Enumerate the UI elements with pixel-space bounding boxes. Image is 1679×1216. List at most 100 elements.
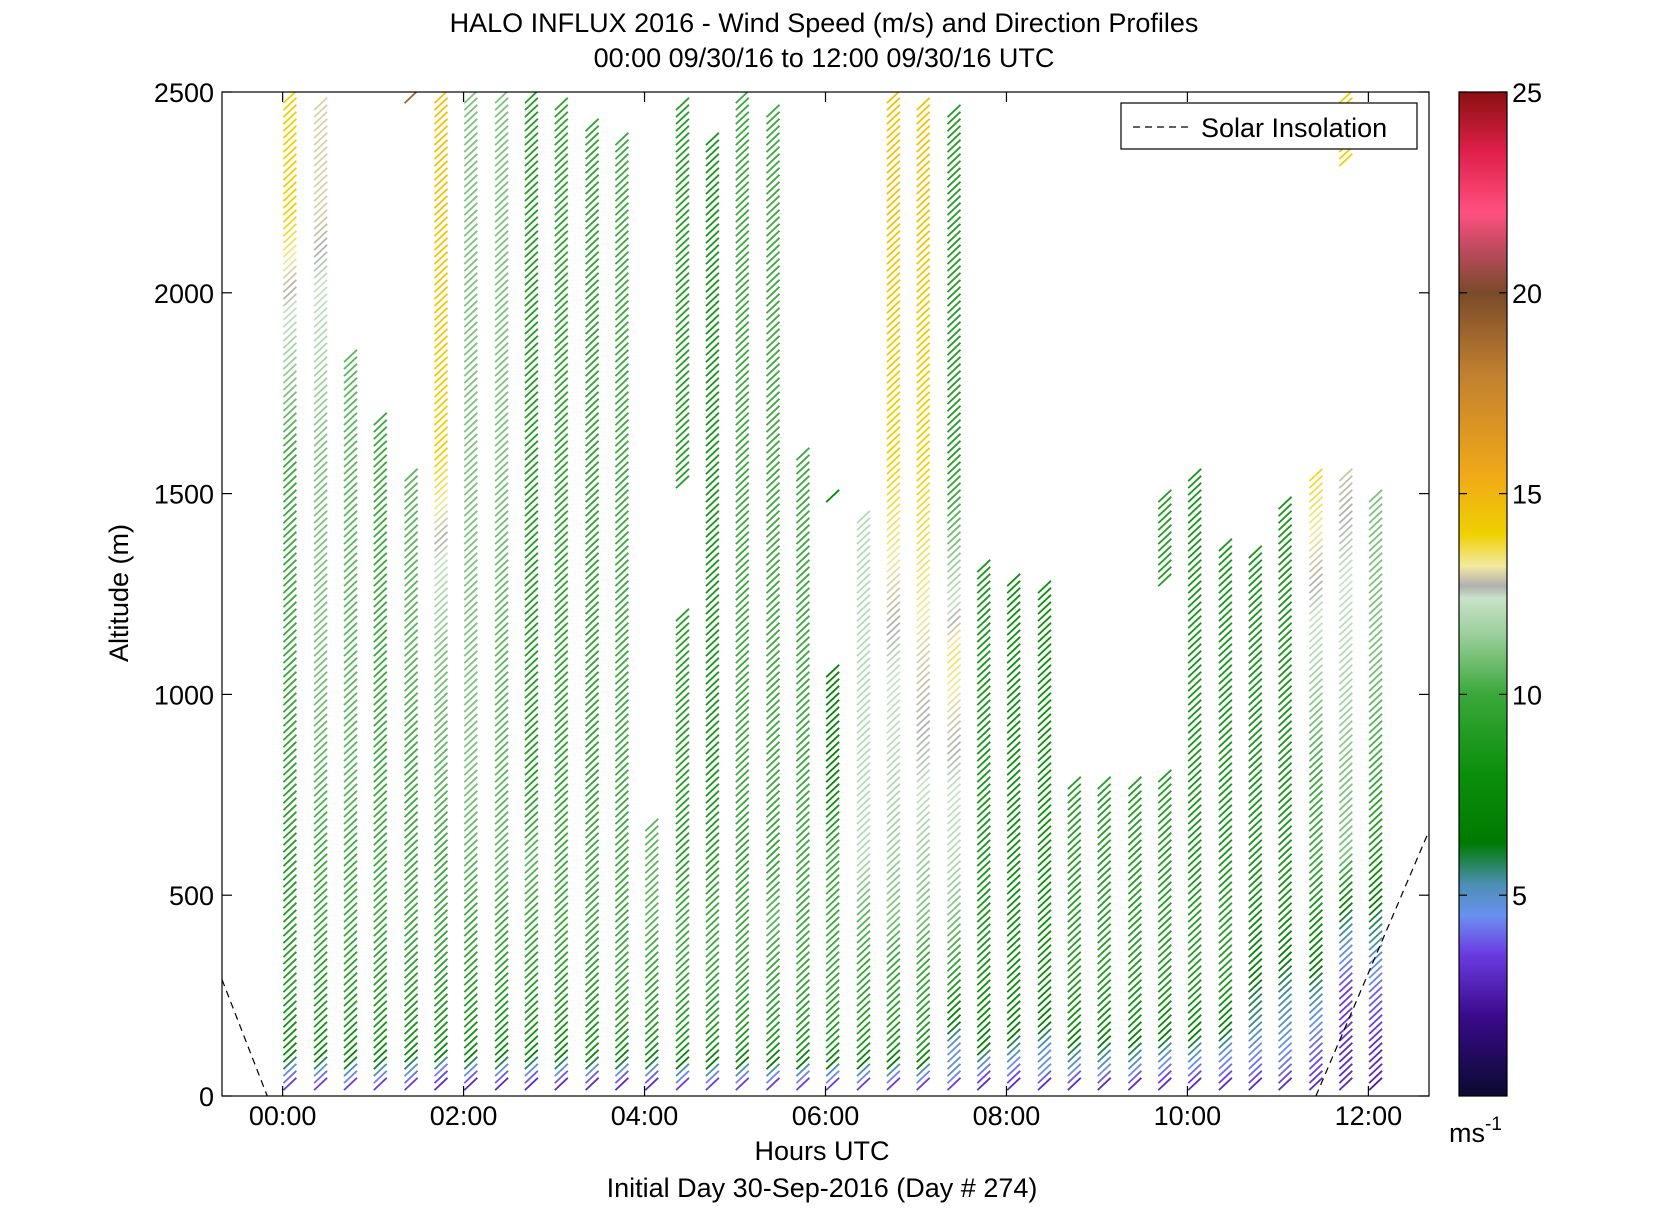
x-tick-label: 02:00 — [430, 1101, 498, 1131]
wind-barb — [313, 426, 328, 440]
wind-barb — [1248, 993, 1263, 1007]
wind-barb — [886, 286, 901, 300]
wind-barb — [282, 839, 298, 853]
wind-barb — [584, 643, 600, 657]
wind-barb — [1006, 629, 1021, 643]
wind-barb — [946, 699, 962, 713]
wind-barb — [1157, 1063, 1172, 1077]
wind-barb — [1277, 825, 1293, 839]
wind-barb — [735, 209, 750, 223]
wind-barb — [946, 405, 962, 419]
wind-barb — [886, 839, 901, 853]
wind-barb — [916, 573, 931, 587]
wind-barb — [825, 888, 840, 902]
wind-barb — [765, 832, 781, 846]
wind-barb — [282, 853, 298, 867]
wind-barb — [705, 440, 720, 454]
wind-barb — [282, 993, 298, 1007]
x-tick-label: 00:00 — [249, 1101, 317, 1131]
wind-barb — [1218, 699, 1233, 713]
wind-barb — [373, 510, 388, 524]
wind-barb — [1218, 783, 1233, 797]
wind-barb — [735, 958, 750, 972]
wind-barb — [644, 1000, 659, 1014]
wind-barb — [825, 846, 840, 860]
wind-barb — [614, 944, 630, 958]
wind-barb — [313, 958, 328, 972]
wind-barb — [856, 888, 871, 902]
wind-barb — [675, 139, 690, 153]
wind-barb — [433, 930, 449, 944]
wind-barb — [584, 160, 600, 174]
wind-barb — [916, 755, 931, 769]
wind-barb — [675, 930, 690, 944]
wind-barb — [705, 958, 720, 972]
wind-barb — [463, 209, 478, 223]
wind-barb — [735, 825, 750, 839]
wind-barb — [1097, 804, 1112, 818]
wind-barb — [1218, 1028, 1233, 1042]
wind-barb — [1006, 972, 1021, 986]
wind-barb — [1368, 636, 1383, 650]
wind-barb — [825, 699, 840, 713]
wind-barb — [765, 244, 781, 258]
wind-barb — [765, 776, 781, 790]
wind-barb — [403, 986, 419, 1000]
wind-barb — [946, 279, 962, 293]
wind-barb — [343, 818, 358, 832]
wind-barb — [1006, 615, 1021, 629]
wind-barb — [614, 524, 630, 538]
wind-barb — [524, 958, 539, 972]
wind-barb — [554, 356, 569, 370]
wind-barb — [1218, 629, 1233, 643]
wind-barb — [614, 356, 630, 370]
wind-barb — [1308, 902, 1324, 916]
wind-barb — [916, 1056, 931, 1070]
wind-barb — [373, 811, 388, 825]
wind-barb — [675, 363, 690, 377]
wind-barb — [916, 279, 931, 293]
wind-barb — [1338, 629, 1353, 643]
wind-barb — [1037, 972, 1052, 986]
wind-barb — [1187, 853, 1202, 867]
wind-barb — [1037, 1049, 1052, 1063]
wind-barb — [614, 223, 630, 237]
wind-barb — [282, 349, 298, 363]
wind-barb — [886, 524, 901, 538]
wind-barb — [554, 846, 569, 860]
wind-barb — [705, 993, 720, 1007]
wind-barb — [644, 951, 659, 965]
wind-barb — [856, 797, 871, 811]
wind-barb — [584, 580, 600, 594]
wind-barb — [554, 692, 569, 706]
wind-barb — [1248, 1035, 1263, 1049]
wind-barb — [916, 636, 931, 650]
wind-barb — [735, 741, 750, 755]
wind-barb — [1338, 762, 1353, 776]
wind-barb — [343, 965, 358, 979]
wind-barb — [946, 489, 962, 503]
wind-barb — [705, 1077, 720, 1091]
wind-barb — [524, 188, 539, 202]
wind-barb — [916, 447, 931, 461]
wind-barb — [494, 531, 509, 545]
wind-barb — [494, 923, 509, 937]
wind-barb — [584, 615, 600, 629]
wind-barb — [735, 797, 750, 811]
wind-barb — [1368, 1000, 1383, 1014]
wind-barb — [1338, 881, 1353, 895]
wind-barb — [916, 643, 931, 657]
wind-barb — [765, 454, 781, 468]
wind-barb — [343, 587, 358, 601]
wind-barb — [1218, 720, 1233, 734]
wind-barb — [494, 419, 509, 433]
wind-barb — [494, 902, 509, 916]
wind-barb — [886, 832, 901, 846]
wind-barb — [886, 664, 901, 678]
wind-barb — [765, 426, 781, 440]
wind-barb — [735, 776, 750, 790]
wind-barb — [765, 384, 781, 398]
wind-barb — [584, 391, 600, 405]
wind-barb — [916, 286, 931, 300]
wind-barb — [1157, 790, 1172, 804]
